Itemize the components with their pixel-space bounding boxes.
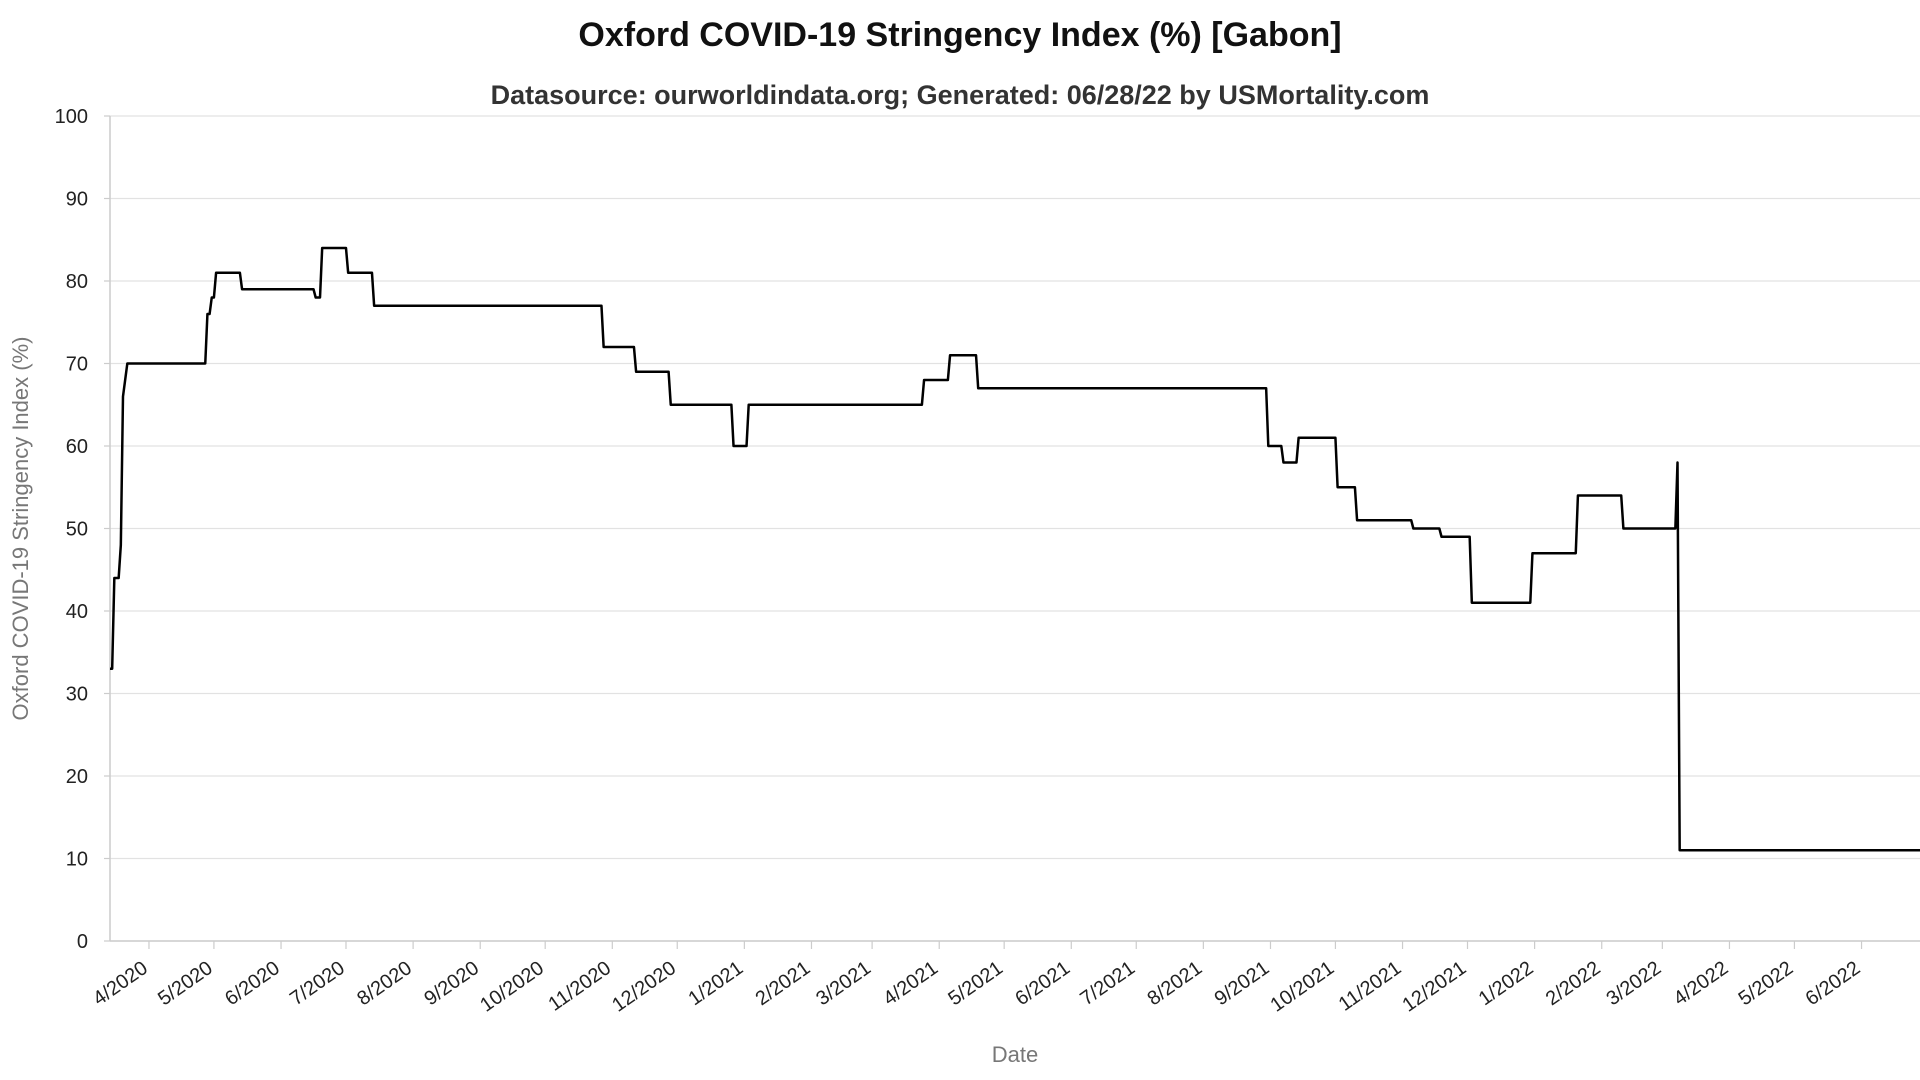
x-tick-label: 3/2021: [812, 957, 875, 1010]
x-tick-label: 1/2021: [685, 957, 748, 1010]
x-tick-label: 4/2021: [879, 957, 942, 1010]
x-tick-label: 7/2021: [1076, 957, 1139, 1010]
y-tick-label: 40: [66, 601, 88, 623]
x-tick-label: 12/2021: [1399, 957, 1471, 1016]
y-tick-label: 100: [55, 106, 88, 128]
x-tick-label: 2/2021: [752, 957, 815, 1010]
x-tick-label: 9/2021: [1211, 957, 1274, 1010]
y-tick-label: 90: [66, 189, 88, 211]
x-tick-label: 8/2020: [353, 957, 416, 1010]
y-tick-label: 30: [66, 684, 88, 706]
x-tick-label: 11/2020: [545, 957, 616, 1016]
x-tick-label: 4/2020: [89, 957, 152, 1010]
y-tick-label: 80: [66, 271, 88, 293]
x-axis-title: Date: [992, 1042, 1038, 1067]
x-tick-label: 8/2021: [1144, 957, 1207, 1010]
x-tick-label: 4/2022: [1670, 957, 1733, 1010]
x-tick-label: 11/2021: [1335, 957, 1406, 1016]
x-tick-label: 5/2022: [1735, 957, 1798, 1010]
x-tick-label: 6/2021: [1011, 957, 1074, 1010]
x-tick-label: 12/2020: [608, 957, 680, 1016]
gridlines: [110, 115, 1920, 942]
chart-subtitle: Datasource: ourworldindata.org; Generate…: [490, 80, 1430, 110]
y-tick-label: 50: [66, 519, 88, 541]
x-tick-label: 3/2022: [1602, 957, 1665, 1010]
x-axis-ticks: 4/2020 5/2020 6/2020 7/2020 8/2020 9/202010/2…: [89, 941, 1864, 1017]
x-tick-label: 7/2020: [286, 957, 349, 1010]
x-tick-label: 10/2020: [476, 957, 548, 1016]
x-tick-label: 1/2022: [1475, 957, 1538, 1010]
y-tick-label: 0: [77, 931, 88, 953]
x-tick-label: 5/2021: [944, 957, 1007, 1010]
y-axis-title: Oxford COVID-19 Stringency Index (%): [8, 337, 33, 721]
chart-title: Oxford COVID-19 Stringency Index (%) [Ga…: [578, 16, 1342, 54]
x-tick-label: 2/2022: [1542, 957, 1605, 1010]
y-tick-label: 60: [66, 436, 88, 458]
y-tick-label: 20: [66, 766, 88, 788]
x-tick-label: 9/2020: [420, 957, 483, 1010]
stringency-line: [110, 246, 1920, 852]
x-tick-label: 5/2020: [154, 957, 217, 1010]
y-tick-label: 70: [66, 354, 88, 376]
x-tick-label: 6/2022: [1802, 957, 1865, 1010]
y-tick-label: 10: [66, 849, 88, 871]
x-tick-label: 6/2020: [221, 957, 284, 1010]
y-axis-ticks: 0 10 20 30 40 50 60 70 80 90 100: [55, 106, 110, 953]
x-tick-label: 10/2021: [1266, 957, 1338, 1016]
